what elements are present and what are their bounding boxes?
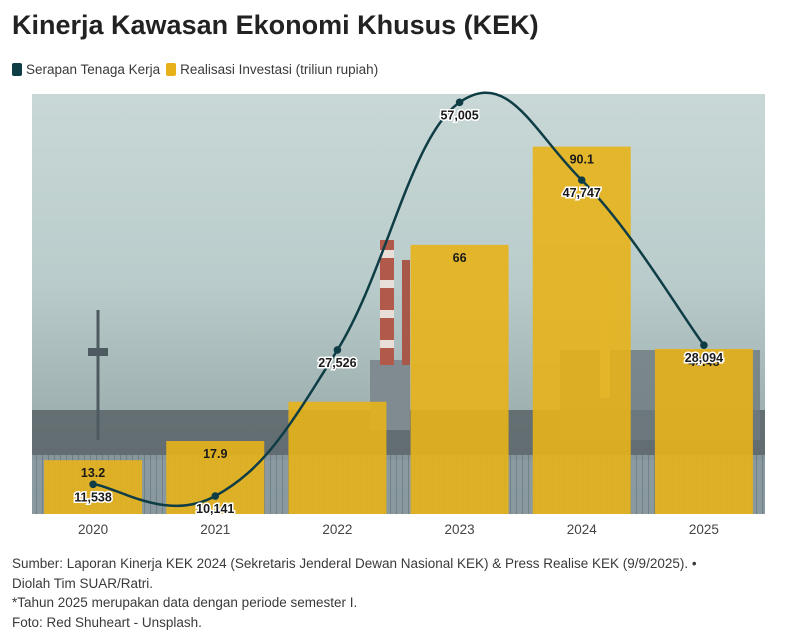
x-tick-2021: 2021 <box>200 522 230 537</box>
legend-label-workforce: Serapan Tenaga Kerja <box>26 61 161 77</box>
workforce-point-2022 <box>333 346 342 354</box>
legend: Serapan Tenaga Kerja Realisasi Investasi… <box>12 60 384 78</box>
workforce-label-2024: 47,747 <box>563 186 601 200</box>
bar-label-2021: 17.9 <box>203 447 227 461</box>
workforce-label-2022: 27,526 <box>318 356 356 370</box>
bar-label-2020: 13.2 <box>81 466 105 480</box>
bar-label-2024: 90.1 <box>570 153 594 167</box>
photo-credit: Foto: Red Shuheart - Unsplash. <box>12 614 202 630</box>
chart-area: 13.2 17.9 66 90.1 40.48 11,538 10,141 27,526 57,… <box>32 91 765 537</box>
bar-2025 <box>654 348 753 514</box>
period-note: *Tahun 2025 merupakan data dengan period… <box>12 595 358 610</box>
x-tick-2025: 2025 <box>689 522 719 537</box>
workforce-label-2021: 10,141 <box>196 502 234 516</box>
legend-swatch-workforce <box>12 62 22 76</box>
footer-notes: Sumber: Laporan Kinerja KEK 2024 (Sekret… <box>12 554 782 632</box>
x-axis: 2020 2021 2022 2023 2024 2025 <box>78 522 719 537</box>
labels-layer: 13.2 17.9 66 90.1 40.48 11,538 10,141 27,526 57,… <box>73 107 725 518</box>
x-tick-2024: 2024 <box>567 522 598 537</box>
workforce-point-2021 <box>211 492 220 500</box>
workforce-point-2020 <box>89 480 97 489</box>
workforce-point-2023 <box>455 98 464 107</box>
bar-2024 <box>532 146 631 515</box>
chart-title: Kinerja Kawasan Ekonomi Khusus (KEK) <box>12 10 539 40</box>
bar-2021 <box>166 441 265 514</box>
legend-label-investment: Realisasi Investasi (triliun rupiah) <box>180 61 379 77</box>
processed-note: Diolah Tim SUAR/Ratri. <box>12 575 154 591</box>
line-layer <box>89 91 708 508</box>
workforce-label-2020: 11,538 <box>74 490 112 504</box>
bars-layer <box>44 146 753 515</box>
x-tick-2020: 2020 <box>78 522 108 537</box>
workforce-label-2023: 57,005 <box>440 108 478 122</box>
source-note: Sumber: Laporan Kinerja KEK 2024 (Sekret… <box>12 556 697 571</box>
bar-2022 <box>288 401 387 514</box>
legend-item-workforce: Serapan Tenaga Kerja <box>12 62 160 77</box>
bar-label-2025: 40.48 <box>688 355 719 369</box>
legend-swatch-investment <box>166 62 177 76</box>
legend-item-investment: Realisasi Investasi (triliun rupiah) <box>166 62 378 77</box>
workforce-point-2025 <box>700 341 708 350</box>
bar-2023 <box>410 244 509 514</box>
x-tick-2022: 2022 <box>322 522 352 537</box>
workforce-point-2024 <box>577 176 586 184</box>
bar-label-2023: 66 <box>453 251 467 265</box>
x-tick-2023: 2023 <box>445 522 475 537</box>
workforce-label-2025: 28,094 <box>685 351 723 365</box>
